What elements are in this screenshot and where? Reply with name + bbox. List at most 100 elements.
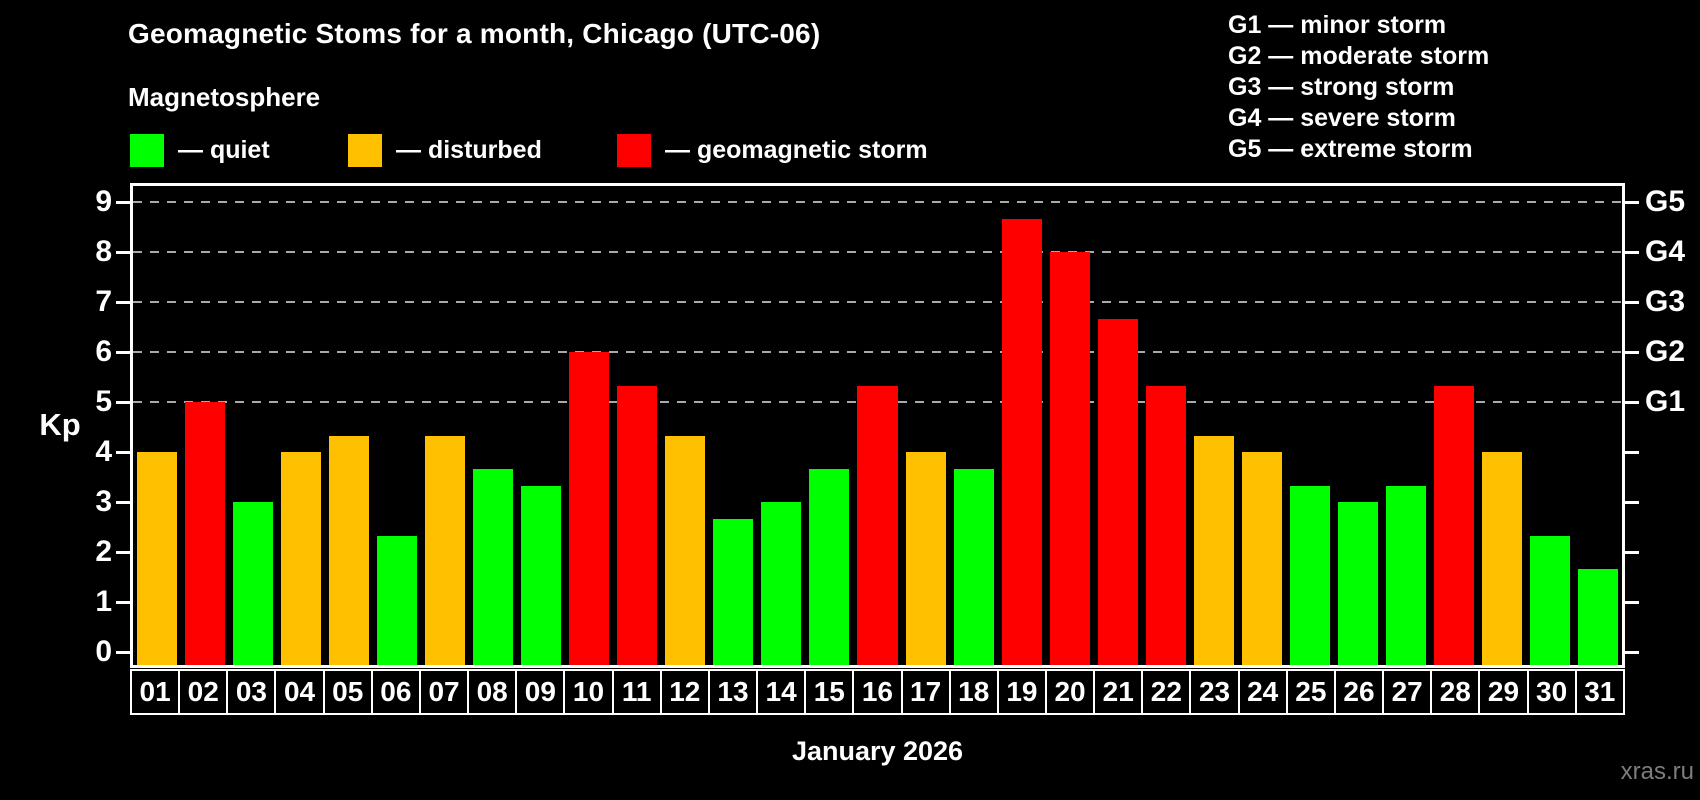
day-label-cell: 29 (1478, 671, 1526, 713)
day-label-cell: 24 (1237, 671, 1286, 713)
kp-bar-day-13 (713, 518, 754, 665)
y-tick-label: 2 (95, 535, 112, 568)
watermark: xras.ru (1620, 758, 1694, 785)
y-tick-label: 7 (95, 285, 112, 318)
day-label-cell: 02 (178, 671, 226, 713)
kp-bar-day-30 (1529, 535, 1570, 665)
y-tick-right (1625, 600, 1639, 604)
kp-bar-day-02 (185, 402, 226, 665)
kp-bar-day-12 (665, 435, 706, 665)
legend-item-disturbed: — disturbed (348, 132, 542, 168)
y-tick-right (1625, 350, 1639, 354)
y-tick-right (1625, 300, 1639, 304)
kp-bar-day-25 (1289, 485, 1330, 665)
kp-bar-day-04 (281, 452, 322, 665)
day-label-cell: 14 (756, 671, 804, 713)
day-label-cell: 13 (707, 671, 756, 713)
day-label-cell: 03 (226, 671, 274, 713)
y-tick-left (116, 200, 130, 204)
y-tick-label: 4 (95, 435, 112, 468)
day-label-cell: 20 (1044, 671, 1093, 713)
legend-label: — geomagnetic storm (665, 135, 928, 164)
kp-bar-day-28 (1433, 385, 1474, 665)
gridline-kp9 (133, 201, 1622, 203)
plot-area (130, 183, 1625, 668)
kp-bar-day-31 (1577, 568, 1618, 665)
kp-bar-day-19 (1001, 218, 1042, 665)
legend-item-quiet: — quiet (130, 132, 270, 168)
y-tick-left (116, 600, 130, 604)
g-level-label-g2: G2 (1645, 335, 1686, 368)
kp-bar-day-06 (377, 535, 418, 665)
y-tick-right (1625, 650, 1639, 654)
kp-bar-day-11 (617, 385, 658, 665)
storm-scale-item: G3 — strong storm (1228, 73, 1455, 101)
g-level-label-g5: G5 (1645, 185, 1686, 218)
gridline-kp7 (133, 301, 1622, 303)
y-tick-left (116, 400, 130, 404)
day-label-cell: 12 (659, 671, 708, 713)
y-tick-left (116, 300, 130, 304)
day-label-cell: 09 (515, 671, 563, 713)
gridline-kp8 (133, 251, 1622, 253)
day-label-cell: 06 (370, 671, 419, 713)
legend-label: — quiet (178, 135, 270, 164)
kp-bar-day-18 (953, 468, 994, 665)
kp-bar-day-29 (1481, 452, 1522, 665)
page-title: Geomagnetic Stoms for a month, Chicago (… (128, 18, 821, 49)
storm-scale-item: G1 — minor storm (1228, 11, 1447, 39)
kp-bar-day-01 (137, 452, 178, 665)
day-label-cell: 11 (611, 671, 660, 713)
day-label-cell: 05 (322, 671, 371, 713)
day-label-cell: 01 (139, 676, 171, 707)
kp-bar-day-17 (905, 452, 946, 665)
kp-bar-day-22 (1145, 385, 1186, 665)
y-tick-right (1625, 500, 1639, 504)
kp-bar-day-23 (1193, 435, 1234, 665)
kp-bar-day-21 (1097, 318, 1138, 665)
month-label: January 2026 (791, 736, 964, 766)
kp-bar-day-08 (473, 468, 514, 665)
day-label-cell: 07 (418, 671, 467, 713)
y-tick-label: 0 (95, 635, 112, 668)
y-tick-right (1625, 550, 1639, 554)
magnetosphere-label: Magnetosphere (128, 82, 321, 112)
y-tick-right (1625, 200, 1639, 204)
day-label-cell: 19 (996, 671, 1045, 713)
day-label-cell: 04 (274, 671, 322, 713)
y-tick-label: 8 (95, 235, 112, 268)
day-label-cell: 25 (1285, 671, 1334, 713)
y-tick-left (116, 350, 130, 354)
day-label-cell: 26 (1333, 671, 1382, 713)
kp-bar-day-15 (809, 468, 850, 665)
day-label-cell: 23 (1189, 671, 1237, 713)
day-label-cell: 08 (467, 671, 515, 713)
y-tick-left (116, 550, 130, 554)
day-label-cell: 15 (804, 671, 852, 713)
y-tick-right (1625, 400, 1639, 404)
day-label-cell: 28 (1430, 671, 1478, 713)
disturbed-swatch (348, 133, 382, 167)
legend-item-storm: — geomagnetic storm (617, 132, 928, 168)
g-level-label-g1: G1 (1645, 385, 1686, 418)
kp-bar-day-14 (761, 502, 802, 665)
kp-bar-day-26 (1337, 502, 1378, 665)
y-tick-left (116, 500, 130, 504)
g-level-label-g4: G4 (1645, 235, 1686, 268)
kp-bar-day-16 (857, 385, 898, 665)
y-tick-label: 9 (95, 185, 112, 218)
y-tick-left (116, 450, 130, 454)
y-tick-label: 5 (95, 385, 112, 418)
quiet-swatch (130, 133, 164, 167)
day-label-cell: 22 (1141, 671, 1189, 713)
kp-bar-day-03 (233, 502, 274, 665)
day-label-cell: 16 (852, 671, 900, 713)
storm-scale-legend: G1 — minor storm G2 — moderate storm G3 — … (1228, 10, 1489, 165)
storm-scale-item: G4 — severe storm (1228, 104, 1456, 132)
y-tick-label: 1 (95, 585, 112, 618)
day-label-cell: 10 (563, 671, 611, 713)
storm-swatch (617, 133, 651, 167)
kp-bar-day-20 (1049, 252, 1090, 665)
kp-axis-title: Kp (39, 407, 81, 442)
